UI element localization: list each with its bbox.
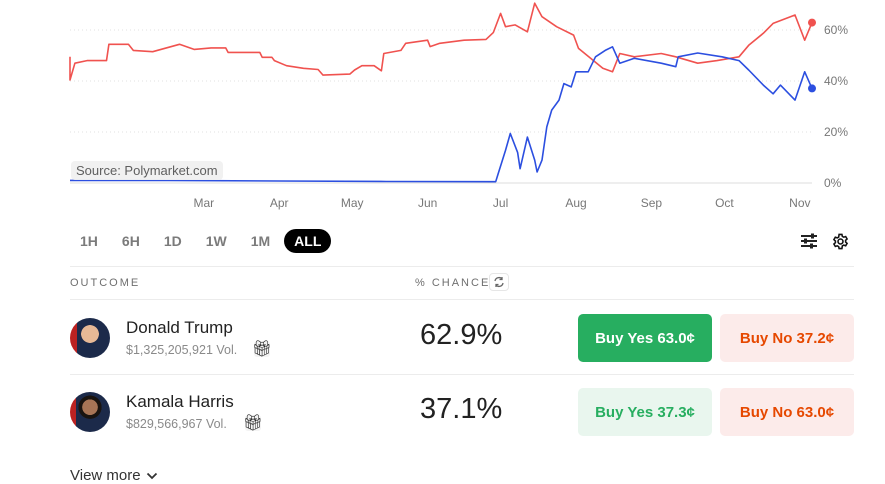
avatar — [70, 392, 110, 432]
avatar — [70, 318, 110, 358]
outcome-name: Kamala Harris — [126, 392, 234, 411]
outcome-row-trump: Donald Trump $1,325,205,921 Vol. 🎁︎ 62.9… — [70, 300, 854, 374]
divider — [70, 374, 854, 375]
y-tick-label: 60% — [824, 23, 848, 37]
range-all[interactable]: ALL — [284, 229, 332, 253]
buy-no-button[interactable]: Buy No 37.2¢ — [720, 314, 854, 362]
range-1m[interactable]: 1M — [250, 233, 271, 249]
range-6h[interactable]: 6H — [121, 233, 140, 249]
chevron-down-icon — [146, 472, 157, 479]
buy-yes-button[interactable]: Buy Yes 37.3¢ — [578, 388, 712, 436]
x-tick-label: Jul — [493, 196, 508, 210]
outcome-header: OUTCOME — [70, 277, 141, 289]
gift-icon[interactable]: 🎁︎ — [242, 415, 264, 432]
series-endpoint-0 — [808, 18, 816, 27]
range-1d[interactable]: 1D — [163, 233, 182, 249]
sliders-icon[interactable] — [800, 233, 818, 249]
x-tick-label: May — [341, 196, 364, 210]
y-tick-label: 0% — [824, 176, 842, 190]
x-tick-label: Apr — [270, 196, 289, 210]
x-tick-label: Aug — [565, 196, 586, 210]
volume: $829,566,967 Vol. — [126, 417, 227, 431]
outcome-row-harris: Kamala Harris $829,566,967 Vol. 🎁︎ 37.1%… — [70, 374, 854, 448]
y-tick-label: 40% — [824, 74, 848, 88]
x-tick-label: Jun — [418, 196, 437, 210]
divider — [70, 266, 854, 267]
x-tick-label: Oct — [715, 196, 734, 210]
series-line-1 — [70, 45, 813, 183]
chance-value: 37.1% — [420, 393, 503, 425]
volume: $1,325,205,921 Vol. — [126, 343, 238, 357]
chance-header: % CHANCE — [415, 277, 491, 289]
view-more-label: View more — [70, 467, 141, 484]
source-label: Source: Polymarket.com — [71, 161, 223, 180]
range-1w[interactable]: 1W — [205, 233, 227, 249]
chance-value: 62.9% — [420, 319, 503, 351]
buy-yes-button[interactable]: Buy Yes 63.0¢ — [578, 314, 712, 362]
range-1h[interactable]: 1H — [80, 233, 98, 249]
series-line-0 — [69, 2, 813, 81]
buy-no-button[interactable]: Buy No 63.0¢ — [720, 388, 854, 436]
gift-icon[interactable]: 🎁︎ — [251, 341, 273, 358]
time-range-selector: 1H 6H 1D 1W 1M ALL — [70, 229, 332, 253]
x-tick-label: Sep — [641, 196, 663, 210]
price-chart: 0% 20% 40% 60% Mar Apr May Jun Jul Aug Sep Oct Nov — [69, 2, 848, 210]
view-more-button[interactable]: View more — [70, 467, 158, 484]
x-tick-label: Mar — [193, 196, 214, 210]
gear-icon[interactable] — [832, 233, 849, 250]
refresh-icon — [494, 276, 504, 288]
series-endpoint-1 — [808, 84, 816, 93]
y-tick-label: 20% — [824, 125, 848, 139]
divider — [70, 299, 854, 300]
refresh-button[interactable] — [489, 273, 509, 291]
outcome-name: Donald Trump — [126, 318, 233, 337]
x-tick-label: Nov — [789, 196, 810, 210]
